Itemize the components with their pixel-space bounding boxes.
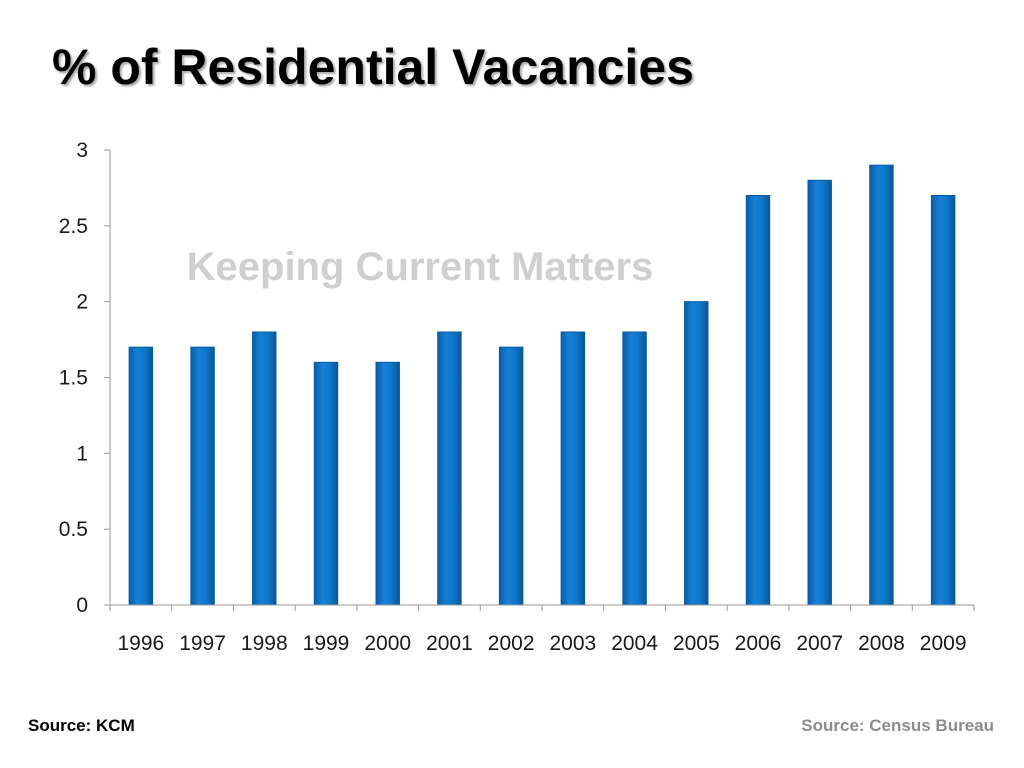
x-tick-label: 1996 (117, 632, 164, 655)
bar-1997 (190, 346, 215, 606)
x-tick-label: 2003 (549, 632, 596, 655)
bar-chart: Keeping Current Matters 0 0.5 1 1.5 2 2.5 3 199… (59, 139, 975, 655)
y-tick-label: 0 (76, 594, 88, 617)
bar-2007 (807, 179, 832, 606)
bar-1998 (252, 331, 277, 606)
axis-layer: 0 0.5 1 1.5 2 2.5 3 1996 1997 1998 1999 2000 2001 200… (59, 139, 975, 655)
bar-2001 (437, 331, 462, 606)
bar-2008 (869, 164, 894, 606)
bars-layer (128, 164, 956, 606)
x-tick-label: 2001 (426, 632, 473, 655)
y-tick-label: 0.5 (59, 518, 88, 541)
x-tick-label: 2008 (858, 632, 905, 655)
watermark-text: Keeping Current Matters (187, 245, 654, 289)
y-tick-label: 2 (76, 291, 88, 314)
x-tick-label: 1999 (303, 632, 350, 655)
bar-2002 (498, 346, 524, 606)
bar-2005 (684, 301, 709, 606)
bar-2000 (375, 361, 400, 606)
y-tick-label: 3 (76, 139, 88, 162)
bar-2004 (622, 331, 647, 606)
slide-title: % of Residential Vacancies (52, 39, 694, 95)
x-tick-label: 2007 (796, 632, 843, 655)
x-tick-label: 2000 (364, 632, 411, 655)
y-tick-label: 1 (76, 442, 88, 465)
x-tick-label: 2009 (920, 632, 967, 655)
x-tick-label: 2002 (488, 632, 535, 655)
x-tick-label: 2006 (735, 632, 782, 655)
x-tick-label: 2004 (611, 632, 658, 655)
source-kcm: Source: KCM (28, 716, 135, 735)
y-tick-label: 1.5 (59, 367, 88, 390)
source-census-bureau: Source: Census Bureau (801, 716, 994, 735)
x-tick-label: 1997 (179, 632, 226, 655)
bar-2003 (560, 331, 586, 606)
bar-1999 (313, 361, 339, 606)
bar-2009 (930, 195, 956, 606)
x-tick-label: 2005 (673, 632, 720, 655)
bar-2006 (745, 195, 771, 606)
bar-1996 (128, 346, 154, 606)
x-tick-label: 1998 (241, 632, 288, 655)
y-tick-label: 2.5 (59, 215, 88, 238)
